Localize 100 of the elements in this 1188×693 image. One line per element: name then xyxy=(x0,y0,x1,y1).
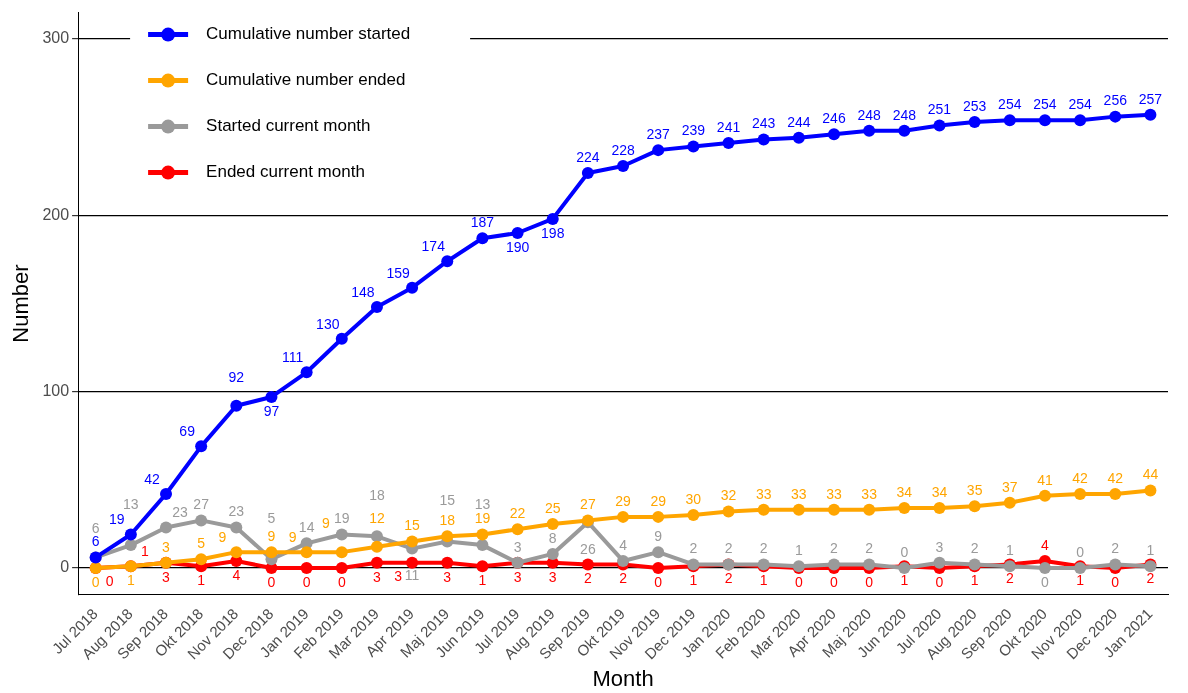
y-axis-title: Number xyxy=(8,264,34,343)
data-label: 174 xyxy=(421,238,446,255)
point xyxy=(757,503,770,516)
point xyxy=(335,528,348,541)
data-label: 254 xyxy=(1033,96,1057,113)
data-label: 23 xyxy=(172,504,188,521)
point xyxy=(1003,114,1016,127)
point xyxy=(195,514,208,527)
data-label: 1 xyxy=(900,572,909,589)
point xyxy=(652,546,665,559)
data-label: 41 xyxy=(1037,471,1053,488)
data-label: 3 xyxy=(394,567,403,584)
data-label: 33 xyxy=(861,485,878,502)
data-label: 0 xyxy=(865,573,874,590)
data-label: 8 xyxy=(548,529,557,546)
legend-label: Cumulative number started xyxy=(206,24,411,44)
data-label: 12 xyxy=(369,509,385,526)
data-label: 9 xyxy=(288,529,297,545)
data-label: 1 xyxy=(1005,542,1014,559)
point xyxy=(441,530,454,543)
point xyxy=(546,212,559,225)
legend-label: Started current month xyxy=(206,116,371,136)
point xyxy=(687,140,700,153)
y-tick-label: 100 xyxy=(42,382,70,400)
data-label: 9 xyxy=(267,528,276,544)
data-label: 37 xyxy=(1002,478,1018,495)
data-label: 2 xyxy=(865,540,874,557)
point xyxy=(124,528,137,541)
data-label: 1 xyxy=(197,572,206,589)
data-label: 1 xyxy=(1146,542,1155,559)
point xyxy=(863,124,876,137)
data-label: 44 xyxy=(1142,466,1159,483)
point xyxy=(1109,487,1122,500)
point xyxy=(124,539,137,552)
point xyxy=(195,553,208,566)
data-label: 2 xyxy=(759,540,768,557)
point xyxy=(300,562,313,575)
point xyxy=(476,528,489,541)
data-label: 248 xyxy=(892,106,917,123)
y-tick-label: 200 xyxy=(42,205,70,223)
point xyxy=(792,503,805,516)
data-label: 148 xyxy=(351,283,375,300)
data-label: 29 xyxy=(650,492,667,509)
data-label: 2 xyxy=(724,570,733,587)
data-label: 69 xyxy=(179,423,196,440)
point xyxy=(933,119,946,132)
data-label: 254 xyxy=(998,96,1022,113)
data-label: 30 xyxy=(685,490,702,507)
data-label: 19 xyxy=(333,510,350,527)
point xyxy=(441,255,454,268)
data-label: 1 xyxy=(689,572,698,589)
data-label: 4 xyxy=(1041,536,1050,553)
point xyxy=(828,503,840,516)
data-label: 248 xyxy=(857,106,882,123)
data-label: 22 xyxy=(509,505,526,522)
point xyxy=(652,510,665,523)
point xyxy=(792,131,805,144)
point xyxy=(968,115,981,128)
data-label: 251 xyxy=(927,101,952,118)
point xyxy=(652,562,665,575)
data-label: 246 xyxy=(822,110,846,127)
point xyxy=(652,144,665,157)
data-label: 29 xyxy=(615,492,632,509)
point xyxy=(511,227,524,239)
data-label: 1 xyxy=(126,572,135,589)
data-label: 0 xyxy=(302,573,311,590)
data-label: 9 xyxy=(654,528,663,544)
data-label: 1 xyxy=(1076,572,1085,589)
point xyxy=(230,521,243,534)
point xyxy=(581,558,594,571)
y-tick-label: 300 xyxy=(42,29,70,47)
data-label: 187 xyxy=(470,214,495,231)
point xyxy=(1074,114,1087,127)
point xyxy=(1109,558,1122,571)
data-label: 190 xyxy=(505,238,530,255)
data-label: 0 xyxy=(794,573,803,590)
data-label: 92 xyxy=(228,368,245,385)
point xyxy=(159,521,172,534)
data-label: 0 xyxy=(1076,543,1085,560)
point xyxy=(1003,496,1016,509)
data-label: 3 xyxy=(162,538,171,555)
data-label: 3 xyxy=(935,538,944,555)
data-label: 13 xyxy=(123,495,139,512)
point xyxy=(546,517,559,530)
data-label: 253 xyxy=(962,97,987,114)
data-label: 0 xyxy=(1111,573,1120,590)
point xyxy=(335,562,348,575)
legend-label: Cumulative number ended xyxy=(206,70,406,90)
data-label: 3 xyxy=(513,568,522,585)
data-label: 3 xyxy=(513,538,522,555)
data-label: 3 xyxy=(548,568,557,585)
point xyxy=(617,510,630,523)
point xyxy=(757,133,770,146)
point xyxy=(1144,484,1157,497)
data-label: 33 xyxy=(791,485,807,502)
point xyxy=(265,546,278,559)
point xyxy=(476,232,489,245)
point xyxy=(1038,562,1051,575)
point xyxy=(933,502,946,515)
point xyxy=(968,500,981,513)
